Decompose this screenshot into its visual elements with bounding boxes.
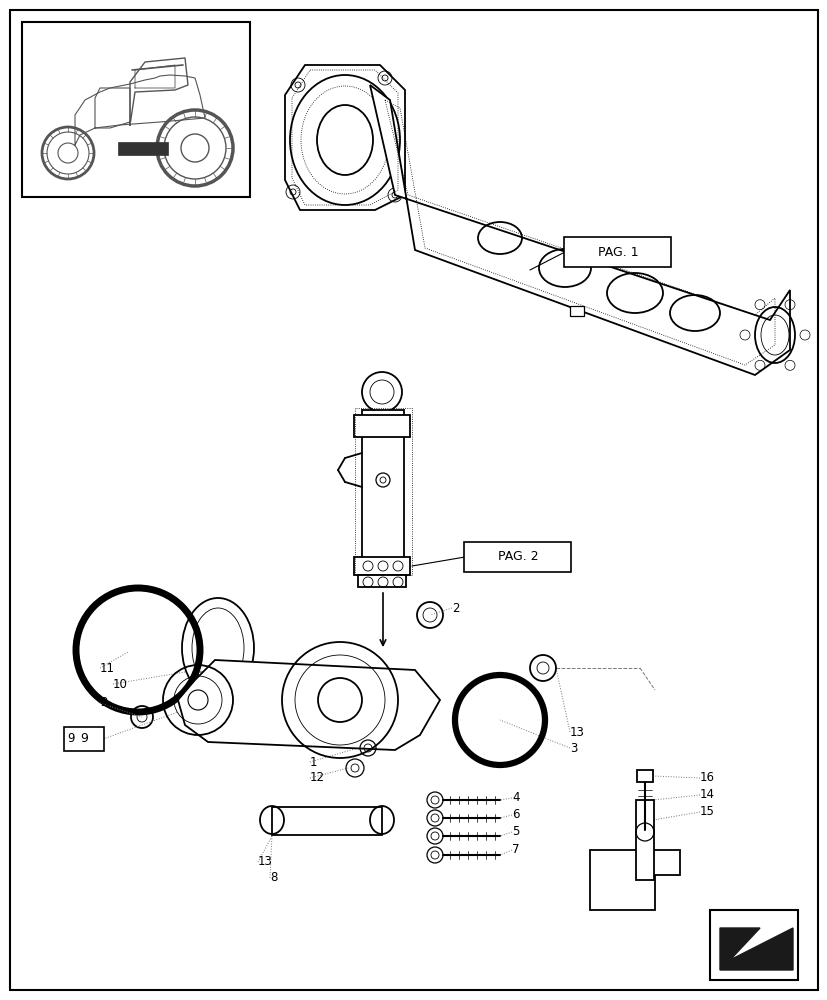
Text: 13: 13 bbox=[569, 726, 584, 738]
Bar bbox=[354, 557, 409, 575]
Bar bbox=[22, 22, 250, 197]
Text: 9: 9 bbox=[67, 732, 74, 746]
Bar bbox=[709, 910, 797, 980]
Text: 8: 8 bbox=[270, 871, 277, 884]
Bar bbox=[635, 800, 653, 880]
Text: 14: 14 bbox=[699, 788, 715, 801]
Bar bbox=[569, 306, 583, 316]
Polygon shape bbox=[719, 928, 792, 970]
Text: PAG. 2: PAG. 2 bbox=[497, 550, 538, 564]
Text: 6: 6 bbox=[511, 808, 519, 821]
Text: 1: 1 bbox=[309, 756, 317, 768]
Text: 4: 4 bbox=[511, 791, 519, 804]
Text: 13: 13 bbox=[258, 855, 273, 868]
Text: 7: 7 bbox=[511, 843, 519, 856]
Text: 10: 10 bbox=[112, 678, 127, 690]
Text: 12: 12 bbox=[309, 771, 325, 784]
Text: PAG. 1: PAG. 1 bbox=[597, 245, 638, 258]
Text: 15: 15 bbox=[699, 805, 714, 818]
Text: 9: 9 bbox=[80, 732, 88, 746]
Text: 2: 2 bbox=[100, 696, 108, 710]
FancyBboxPatch shape bbox=[563, 237, 670, 267]
Polygon shape bbox=[370, 85, 789, 375]
FancyBboxPatch shape bbox=[64, 727, 104, 751]
Bar bbox=[118, 142, 168, 155]
Bar bbox=[357, 575, 405, 587]
Text: 2: 2 bbox=[452, 601, 459, 614]
FancyBboxPatch shape bbox=[463, 542, 571, 572]
Bar bbox=[636, 770, 653, 782]
Polygon shape bbox=[590, 850, 679, 910]
Text: 16: 16 bbox=[699, 771, 715, 784]
Text: 5: 5 bbox=[511, 825, 519, 838]
Text: 3: 3 bbox=[569, 742, 576, 754]
Polygon shape bbox=[284, 65, 404, 210]
Text: 11: 11 bbox=[100, 662, 115, 674]
Bar bbox=[272, 807, 381, 835]
Polygon shape bbox=[178, 660, 439, 750]
Bar bbox=[361, 410, 404, 565]
Bar bbox=[354, 415, 409, 437]
